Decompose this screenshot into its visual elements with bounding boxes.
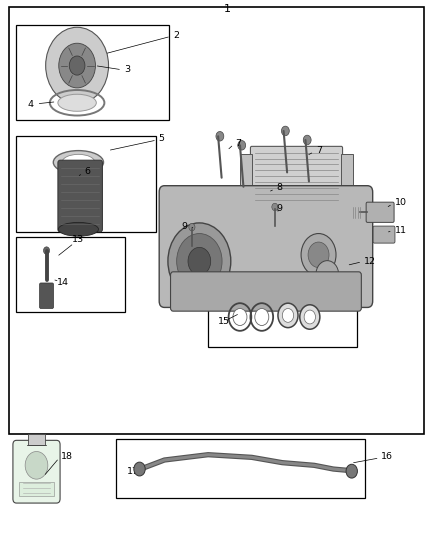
Text: 17: 17: [127, 467, 138, 475]
Circle shape: [59, 43, 95, 88]
Bar: [16, 237, 125, 312]
Ellipse shape: [53, 151, 103, 174]
FancyBboxPatch shape: [58, 160, 102, 232]
Bar: [16, 136, 155, 232]
Text: 9: 9: [277, 204, 283, 213]
Ellipse shape: [58, 222, 99, 236]
FancyBboxPatch shape: [159, 185, 373, 308]
Circle shape: [168, 223, 231, 300]
Circle shape: [301, 233, 336, 276]
Text: 4: 4: [28, 100, 34, 109]
Text: 15: 15: [218, 317, 230, 326]
Ellipse shape: [58, 94, 96, 111]
Text: 16: 16: [381, 453, 393, 462]
Circle shape: [282, 126, 289, 136]
Circle shape: [304, 310, 315, 324]
Circle shape: [272, 203, 278, 211]
FancyBboxPatch shape: [251, 147, 343, 205]
Text: 9: 9: [182, 222, 187, 231]
Circle shape: [308, 242, 329, 268]
Text: 7: 7: [316, 146, 322, 155]
Circle shape: [238, 141, 246, 150]
Circle shape: [283, 309, 293, 322]
Text: 13: 13: [72, 236, 85, 245]
Circle shape: [216, 132, 224, 141]
Circle shape: [316, 261, 339, 288]
Circle shape: [177, 233, 222, 289]
Bar: [19, 482, 54, 496]
Text: 3: 3: [124, 66, 130, 74]
Text: 18: 18: [61, 453, 73, 462]
Bar: [341, 155, 353, 199]
Bar: [28, 434, 45, 445]
Circle shape: [189, 223, 195, 231]
Circle shape: [43, 247, 49, 254]
Ellipse shape: [62, 155, 95, 170]
Bar: [240, 155, 252, 199]
Circle shape: [300, 305, 320, 329]
Text: 6: 6: [85, 167, 91, 176]
FancyBboxPatch shape: [366, 202, 394, 222]
Text: 2: 2: [173, 31, 179, 40]
Circle shape: [346, 464, 357, 478]
Text: 10: 10: [395, 198, 406, 207]
Circle shape: [46, 27, 109, 104]
Bar: [117, 439, 365, 498]
Text: 5: 5: [159, 134, 165, 143]
Text: 1: 1: [224, 4, 231, 14]
FancyBboxPatch shape: [13, 440, 60, 503]
Circle shape: [233, 309, 247, 326]
Circle shape: [303, 135, 311, 145]
FancyBboxPatch shape: [373, 226, 395, 243]
Text: 12: 12: [364, 257, 376, 265]
Bar: [10, 7, 424, 434]
FancyBboxPatch shape: [170, 272, 361, 311]
Circle shape: [278, 303, 298, 328]
Bar: [208, 292, 357, 348]
FancyBboxPatch shape: [39, 283, 53, 309]
Text: 14: 14: [57, 278, 69, 287]
Circle shape: [25, 451, 48, 479]
Bar: [16, 25, 169, 120]
Circle shape: [69, 56, 85, 75]
Text: 8: 8: [277, 183, 283, 192]
Circle shape: [188, 247, 211, 275]
Text: 11: 11: [395, 226, 406, 235]
Circle shape: [255, 309, 269, 326]
Text: 7: 7: [236, 139, 242, 148]
Circle shape: [134, 462, 145, 476]
